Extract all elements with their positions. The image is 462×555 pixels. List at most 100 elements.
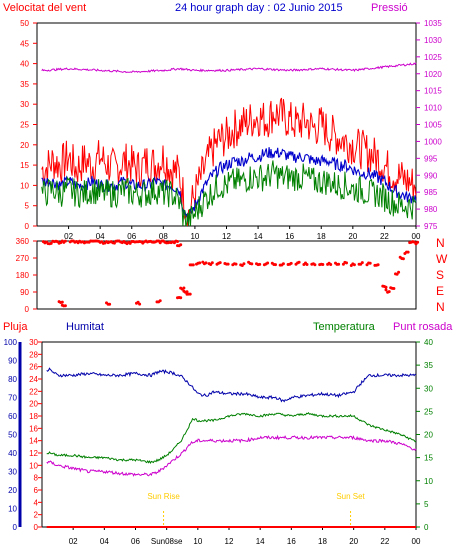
wind-speed-series <box>41 97 417 227</box>
temperature-label: Temperatura <box>313 321 376 333</box>
x-tick-label: 02 <box>69 537 78 546</box>
temp-tick-label: 16 <box>29 424 38 433</box>
compass-w: W <box>436 252 448 266</box>
right-tick-label: 40 <box>424 338 433 347</box>
right-tick-label: 10 <box>424 477 433 486</box>
wind-direction-point <box>401 257 405 261</box>
pressure-label: Pressió <box>371 2 408 14</box>
x-tick-label: 22 <box>380 232 389 241</box>
rain-label: Pluja <box>3 321 28 333</box>
temp-tick-label: 28 <box>29 350 38 359</box>
pressure-series <box>41 62 417 74</box>
wind-direction-point <box>188 292 192 296</box>
wind-direction-point <box>49 241 53 245</box>
wind-direction-point <box>313 263 317 267</box>
y-right-tick-label: 995 <box>424 154 438 163</box>
wind-direction-point <box>234 262 238 266</box>
wind-direction-point <box>274 263 277 267</box>
y-right-tick-label: 1000 <box>424 137 442 146</box>
wind-direction-point <box>289 261 293 265</box>
y-left-tick-label: 0 <box>25 222 30 231</box>
compass-n: N <box>436 300 445 314</box>
y-right-tick-label: 1005 <box>424 121 442 130</box>
y-right-tick-label: 980 <box>424 205 438 214</box>
wind-direction-point <box>297 260 301 264</box>
y-right-tick-label: 1010 <box>424 104 442 113</box>
wind-direction-point <box>182 286 186 290</box>
x-tick-label: 22 <box>380 537 389 546</box>
y-tick-label: 270 <box>16 254 30 263</box>
humidity-tick-label: 60 <box>8 412 17 421</box>
wind-direction-point <box>108 302 112 306</box>
right-tick-label: 25 <box>424 407 433 416</box>
wind-direction-point <box>345 261 348 265</box>
y-right-tick-label: 1015 <box>424 87 442 96</box>
humidity-tick-label: 10 <box>8 505 17 514</box>
wind-direction-point <box>176 240 179 243</box>
humidity-tick-label: 20 <box>8 486 17 495</box>
wind-low-series <box>41 160 417 227</box>
x-tick-label: 04 <box>100 537 109 546</box>
y-right-tick-label: 985 <box>424 188 438 197</box>
y-tick-label: 180 <box>16 271 30 280</box>
temp-tick-label: 14 <box>29 437 38 446</box>
wind-direction-point <box>384 288 388 292</box>
wind-direction-point <box>242 262 246 266</box>
x-tick-label: 08 <box>159 232 168 241</box>
wind-direction-point <box>258 262 262 266</box>
humidity-tick-label: 100 <box>4 338 18 347</box>
x-tick-label: 18 <box>317 232 326 241</box>
y-left-tick-label: 25 <box>20 121 29 130</box>
wind-direction-point <box>210 261 214 265</box>
wind-direction-point <box>179 296 183 300</box>
wind-direction-point <box>384 285 388 289</box>
temp-tick-label: 0 <box>34 523 39 532</box>
x-tick-label: 06 <box>127 232 136 241</box>
compass-s: S <box>436 268 444 282</box>
y-left-tick-label: 40 <box>20 60 29 69</box>
x-tick-label: 12 <box>222 232 231 241</box>
humidity-tick-label: 80 <box>8 375 17 384</box>
y-left-tick-label: 30 <box>20 100 29 109</box>
temp-tick-label: 2 <box>34 511 39 520</box>
x-tick-label: 00 <box>412 537 421 546</box>
humidity-tick-label: 30 <box>8 468 17 477</box>
chart-title: 24 hour graph day : 02 Junio 2015 <box>175 2 343 14</box>
y-right-tick-label: 1020 <box>424 70 442 79</box>
wind-direction-point <box>179 243 183 247</box>
right-tick-label: 0 <box>424 523 429 532</box>
right-tick-label: 5 <box>424 500 429 509</box>
y-left-tick-label: 35 <box>20 80 29 89</box>
dew-point-series <box>46 434 417 477</box>
temp-tick-label: 6 <box>34 486 39 495</box>
y-left-tick-label: 45 <box>20 39 29 48</box>
right-tick-label: 35 <box>424 361 433 370</box>
y-tick-label: 90 <box>20 288 29 297</box>
compass-n: N <box>436 236 445 250</box>
y-left-tick-label: 50 <box>20 19 29 28</box>
y-right-tick-label: 1030 <box>424 36 442 45</box>
x-tick-label: 20 <box>348 232 357 241</box>
temp-tick-label: 18 <box>29 412 38 421</box>
humidity-series <box>46 367 416 403</box>
wind-direction-point <box>281 262 285 266</box>
x-tick-label: 16 <box>287 537 296 546</box>
wind-direction-point <box>191 263 195 267</box>
wind-direction-point <box>392 287 396 290</box>
y-left-tick-label: 5 <box>25 202 30 211</box>
wind-direction-point <box>60 300 64 304</box>
temp-tick-label: 24 <box>29 375 38 384</box>
right-tick-label: 30 <box>424 384 433 393</box>
wind-direction-point <box>266 261 270 265</box>
wind-direction-point <box>198 261 202 265</box>
y-right-tick-label: 990 <box>424 171 438 180</box>
humidity-tick-label: 50 <box>8 431 17 440</box>
x-tick-label: 20 <box>349 537 358 546</box>
sun-annotation: Sun Rise <box>147 492 180 501</box>
sun-annotation: Sun Set <box>336 492 365 501</box>
y-right-tick-label: 1025 <box>424 53 442 62</box>
compass-e: E <box>436 284 444 298</box>
humidity-temperature-panel: 0102030405060708090100024681012141618202… <box>4 338 434 546</box>
